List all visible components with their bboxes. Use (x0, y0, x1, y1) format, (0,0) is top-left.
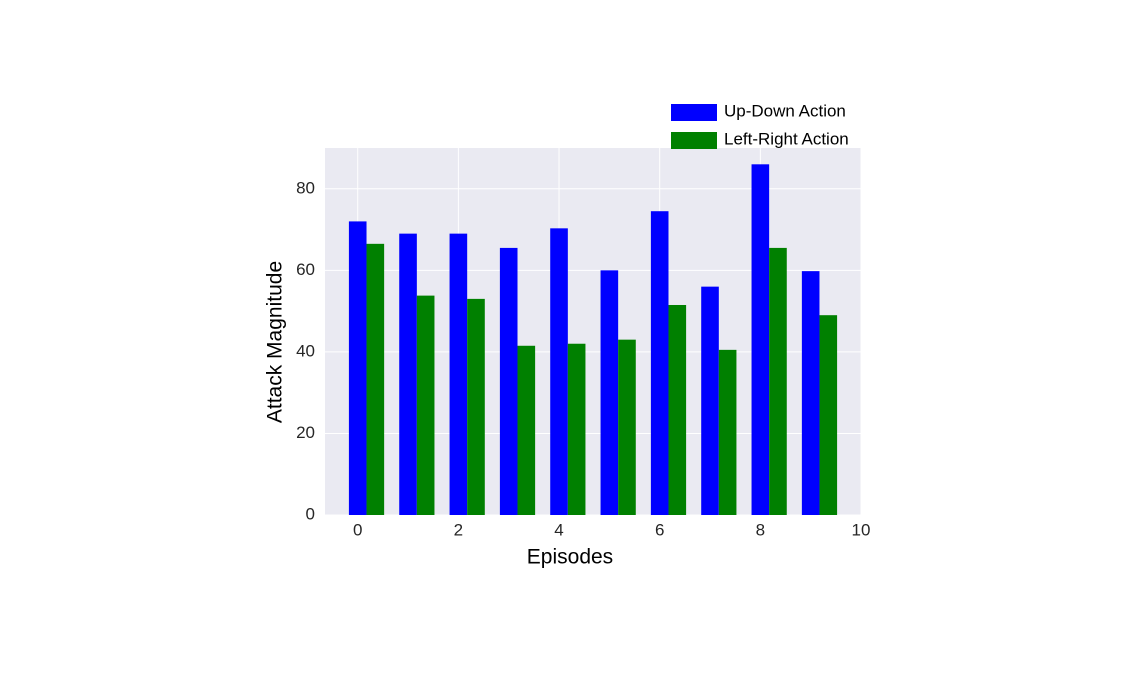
bar (718, 349, 737, 515)
bar (467, 298, 485, 515)
y-tick-label: 80 (296, 178, 315, 197)
x-tick-label: 0 (353, 520, 362, 539)
bar (701, 286, 719, 515)
x-tick-label: 10 (852, 520, 871, 539)
x-axis-label: Episodes (527, 546, 613, 569)
y-tick-label: 20 (296, 423, 315, 442)
bar (769, 247, 787, 515)
bar (801, 271, 820, 515)
y-tick-label: 40 (296, 341, 315, 360)
bar (650, 211, 669, 515)
x-tick-label: 4 (554, 520, 563, 539)
legend-swatch (671, 132, 717, 149)
bar (348, 221, 367, 515)
bar (399, 233, 417, 515)
bar (449, 233, 468, 515)
bar (517, 345, 536, 515)
bar (819, 315, 838, 515)
y-tick-label: 60 (296, 260, 315, 279)
y-axis-label: Attack Magnitude (264, 261, 287, 423)
x-tick-label: 8 (756, 520, 765, 539)
legend-label: Up-Down Action (724, 101, 846, 120)
legend-label: Left-Right Action (724, 129, 849, 148)
legend-swatch (671, 104, 717, 121)
bar (600, 270, 619, 515)
y-tick-label: 0 (306, 504, 315, 523)
bar (416, 295, 435, 515)
bar (567, 343, 586, 515)
bar (499, 247, 518, 515)
bar (550, 228, 568, 516)
bar (751, 164, 770, 516)
x-tick-label: 2 (454, 520, 463, 539)
bar (618, 339, 636, 515)
bar (366, 243, 385, 516)
bar (668, 304, 687, 515)
x-tick-label: 6 (655, 520, 664, 539)
